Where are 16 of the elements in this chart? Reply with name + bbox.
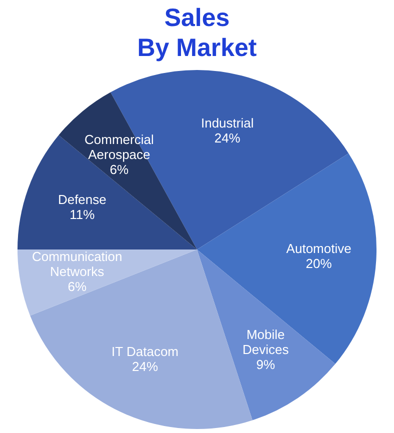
data-label: 9%: [256, 357, 276, 372]
slice-label: Communication Networks: [32, 248, 122, 279]
data-label: 20%: [306, 256, 332, 272]
chart-title: Sales: [164, 4, 230, 32]
data-label: 6%: [110, 162, 130, 178]
data-label: 24%: [214, 130, 241, 146]
slice-label: Commercial Aerospace: [84, 132, 154, 162]
slice-label: Industrial: [200, 115, 254, 130]
slice-label: Automotive: [286, 241, 352, 256]
slice-label: Defense: [58, 192, 106, 208]
slice-label: Mobile Devices: [242, 327, 290, 358]
data-label: 6%: [68, 278, 87, 294]
data-label: 24%: [132, 359, 158, 374]
chart-subtitle: By Market: [137, 34, 258, 62]
slice-label: IT Datacom: [112, 344, 179, 360]
data-label: 11%: [70, 207, 96, 222]
